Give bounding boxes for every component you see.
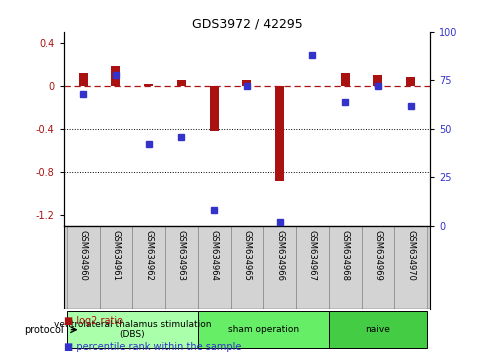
- Bar: [198, 226, 230, 309]
- Bar: [132, 226, 165, 309]
- Text: GSM634963: GSM634963: [177, 230, 185, 281]
- Text: GSM634969: GSM634969: [373, 230, 382, 281]
- Text: ■ log2 ratio: ■ log2 ratio: [63, 316, 122, 326]
- Text: GSM634966: GSM634966: [275, 230, 284, 281]
- Text: GSM634960: GSM634960: [79, 230, 87, 281]
- Text: GSM634961: GSM634961: [111, 230, 120, 281]
- Title: GDS3972 / 42295: GDS3972 / 42295: [191, 18, 302, 31]
- Text: GSM634962: GSM634962: [144, 230, 153, 281]
- Bar: [328, 311, 426, 348]
- Bar: [209, 86, 218, 131]
- Bar: [67, 311, 198, 348]
- Bar: [406, 77, 414, 86]
- Bar: [144, 84, 153, 86]
- Bar: [100, 226, 132, 309]
- Text: naive: naive: [365, 325, 389, 334]
- Text: GSM634965: GSM634965: [242, 230, 251, 281]
- Text: sham operation: sham operation: [227, 325, 298, 334]
- Text: ventrolateral thalamus stimulation
(DBS): ventrolateral thalamus stimulation (DBS): [54, 320, 211, 339]
- Text: GSM634967: GSM634967: [307, 230, 316, 281]
- Text: GSM634968: GSM634968: [340, 230, 349, 281]
- Bar: [361, 226, 393, 309]
- Bar: [111, 66, 120, 86]
- Bar: [295, 226, 328, 309]
- Bar: [275, 86, 284, 181]
- Bar: [242, 80, 251, 86]
- Bar: [328, 226, 361, 309]
- Bar: [67, 226, 100, 309]
- Bar: [230, 226, 263, 309]
- Bar: [373, 75, 382, 86]
- Bar: [177, 80, 185, 86]
- Bar: [263, 226, 295, 309]
- Bar: [165, 226, 198, 309]
- Bar: [393, 226, 426, 309]
- Bar: [340, 73, 349, 86]
- Bar: [198, 311, 328, 348]
- Text: protocol: protocol: [24, 325, 64, 335]
- Text: GSM634964: GSM634964: [209, 230, 218, 281]
- Text: ■ percentile rank within the sample: ■ percentile rank within the sample: [63, 342, 241, 352]
- Bar: [79, 73, 87, 86]
- Text: GSM634970: GSM634970: [406, 230, 414, 281]
